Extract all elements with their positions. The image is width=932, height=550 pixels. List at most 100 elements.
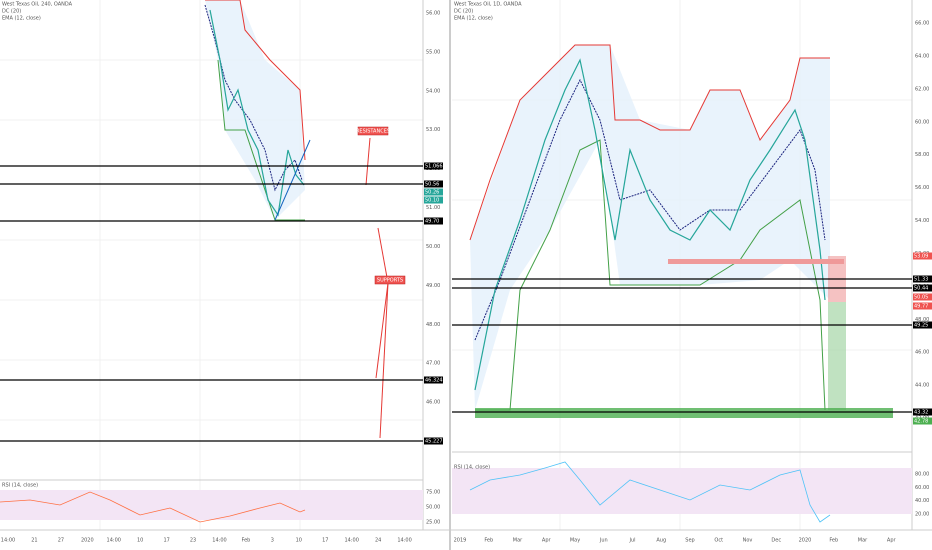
price-label-box bbox=[913, 321, 932, 329]
channel-fill bbox=[205, 0, 305, 220]
annotation-box bbox=[374, 275, 406, 285]
rsi-line bbox=[469, 461, 831, 523]
price-label: 49.25 bbox=[914, 323, 928, 329]
time-tick: 2020 bbox=[81, 538, 94, 544]
rsi-line bbox=[0, 491, 306, 523]
short-target bbox=[828, 302, 846, 410]
price-label: 49.70 bbox=[425, 219, 439, 225]
time-tick: Oct bbox=[714, 538, 723, 544]
rsi-legend: RSI (14, close) bbox=[2, 483, 38, 489]
price-label: 51.33 bbox=[914, 277, 928, 283]
time-tick: Feb bbox=[242, 538, 251, 544]
price-tick: 56.00 bbox=[915, 185, 929, 191]
rsi-band bbox=[0, 490, 423, 520]
arrow bbox=[377, 227, 389, 284]
price-tick: 49.00 bbox=[426, 283, 440, 289]
price-label: 53.09 bbox=[914, 254, 928, 260]
price-label: 50.26 bbox=[425, 190, 439, 196]
time-tick: 14:00 bbox=[212, 538, 226, 544]
price-tick: 46.00 bbox=[426, 400, 440, 406]
time-tick: 17 bbox=[322, 538, 328, 544]
time-tick: Mar bbox=[513, 538, 523, 544]
time-tick: Jun bbox=[599, 538, 608, 544]
price-label-box bbox=[913, 417, 932, 425]
time-tick: 14:00 bbox=[344, 538, 358, 544]
rsi-tick: 75.00 bbox=[426, 490, 440, 496]
price-label-box bbox=[913, 408, 932, 416]
time-tick: Jul bbox=[628, 538, 635, 544]
price-tick: 62.00 bbox=[915, 86, 929, 92]
time-tick: 10 bbox=[296, 538, 302, 544]
time-tick: Nov bbox=[743, 538, 753, 544]
channel-lower bbox=[217, 59, 305, 221]
price-label: 46.324 bbox=[425, 378, 443, 384]
price-label: 51.066 bbox=[425, 164, 443, 170]
legend: West Texas Oil, 240, OANDA bbox=[2, 2, 73, 8]
time-tick: 24 bbox=[375, 538, 381, 544]
price-label-box bbox=[913, 293, 932, 301]
time-tick: May bbox=[570, 538, 580, 544]
price-tick: 46.00 bbox=[915, 350, 929, 356]
price-label-box bbox=[424, 180, 443, 188]
arrow bbox=[375, 282, 389, 379]
price-label-box bbox=[424, 217, 443, 225]
time-tick: 10 bbox=[137, 538, 143, 544]
rsi-tick: 50.00 bbox=[426, 505, 440, 511]
price-tick: 50.00 bbox=[426, 244, 440, 250]
time-tick: Aug bbox=[656, 538, 666, 544]
price-tick: 48.00 bbox=[915, 317, 929, 323]
price-label-box bbox=[424, 188, 443, 196]
arrow bbox=[365, 137, 371, 186]
time-tick: 2019 bbox=[454, 538, 467, 544]
time-tick: Feb bbox=[484, 538, 493, 544]
price-tick: 58.00 bbox=[915, 152, 929, 158]
legend: EMA (12, close) bbox=[454, 16, 493, 22]
price-label: 50.05 bbox=[914, 295, 928, 301]
channel-lower bbox=[475, 139, 826, 411]
channel-upper bbox=[469, 44, 830, 241]
price-label: 49.77 bbox=[914, 304, 928, 310]
annotation-box bbox=[357, 126, 389, 136]
zone bbox=[668, 259, 844, 264]
price-tick: 66.00 bbox=[915, 21, 929, 27]
price-tick: 56.00 bbox=[426, 11, 440, 17]
price-label-box bbox=[424, 162, 443, 170]
time-tick: Feb bbox=[829, 538, 838, 544]
legend: DC (20) bbox=[454, 9, 473, 15]
annotation: RESISTANCES bbox=[356, 129, 390, 135]
price-label: 50.56 bbox=[425, 182, 439, 188]
time-tick: 21 bbox=[31, 538, 37, 544]
time-tick: 14:00 bbox=[107, 538, 121, 544]
rsi-tick: 25.00 bbox=[426, 520, 440, 526]
price-tick: 54.00 bbox=[915, 218, 929, 224]
time-tick: 14:00 bbox=[1, 538, 15, 544]
price-label-box bbox=[424, 376, 443, 384]
price bbox=[474, 58, 826, 391]
price-label-box bbox=[913, 252, 932, 260]
price-label-box bbox=[913, 284, 932, 292]
price-label: 42.78 bbox=[914, 419, 928, 425]
arrow bbox=[379, 282, 389, 439]
rsi-tick: 40.00 bbox=[915, 498, 929, 504]
legend: DC (20) bbox=[2, 9, 21, 15]
legend: EMA (12, close) bbox=[2, 16, 41, 22]
price-tick: 60.00 bbox=[915, 119, 929, 125]
time-tick: Dec bbox=[771, 538, 781, 544]
price-label: 50.44 bbox=[914, 286, 928, 292]
price-tick: 55.00 bbox=[426, 49, 440, 55]
channel-upper bbox=[205, 0, 306, 161]
price-label-box bbox=[424, 196, 443, 204]
time-tick: Apr bbox=[542, 538, 552, 544]
price-tick: 64.00 bbox=[915, 53, 929, 59]
rsi-tick: 80.00 bbox=[915, 472, 929, 478]
price bbox=[209, 9, 305, 217]
price-tick: 53.00 bbox=[426, 127, 440, 133]
price-label-box bbox=[424, 437, 443, 445]
price-tick: 47.00 bbox=[426, 361, 440, 367]
time-tick: 27 bbox=[58, 538, 64, 544]
rsi-tick: 20.00 bbox=[915, 512, 929, 518]
rsi-tick: 60.00 bbox=[915, 485, 929, 491]
rsi-band bbox=[452, 468, 912, 514]
price-label-box bbox=[913, 275, 932, 283]
